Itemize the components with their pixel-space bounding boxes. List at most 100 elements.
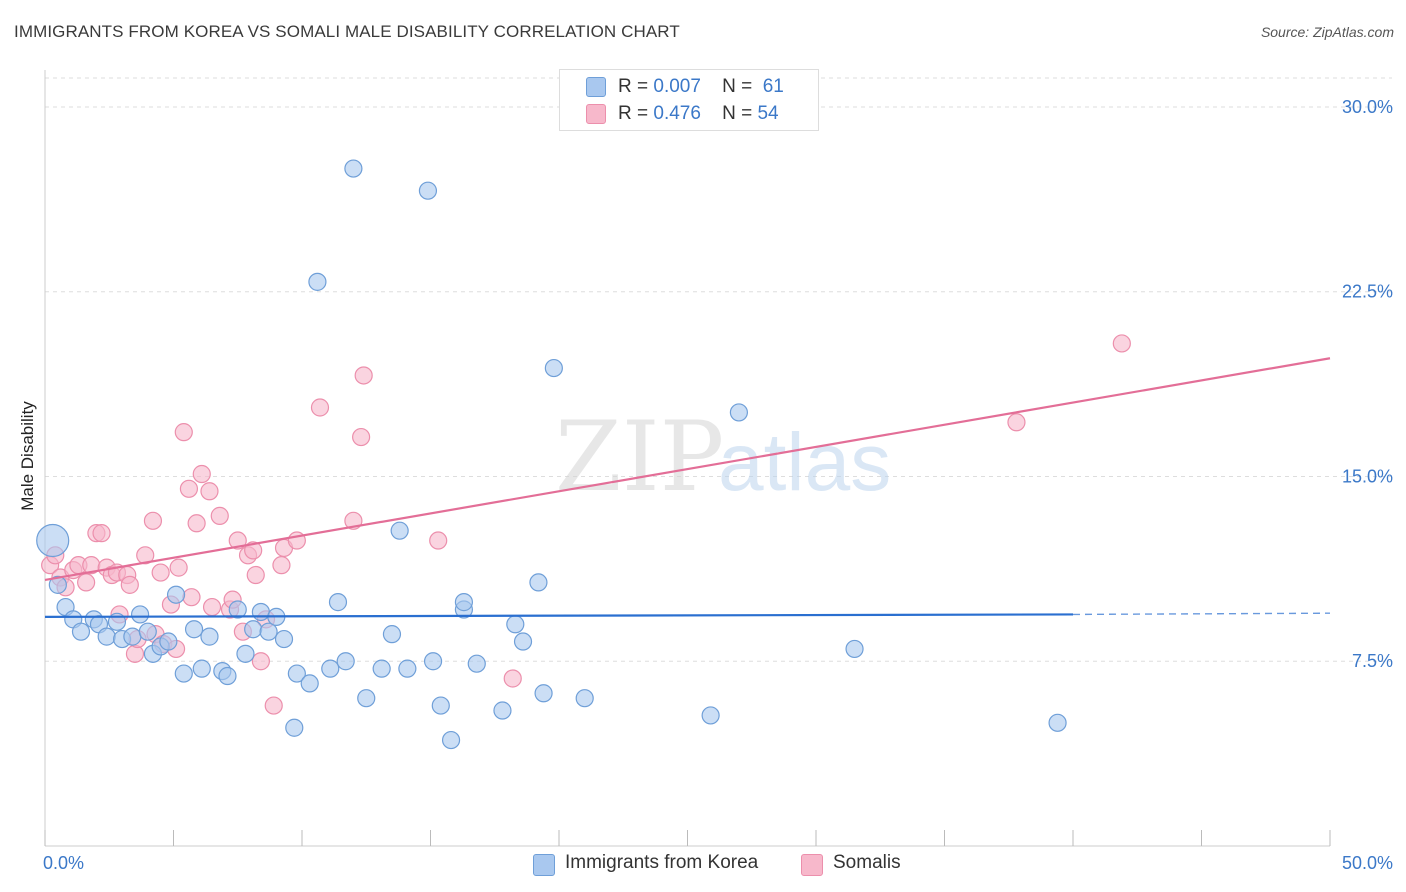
somali-r-label: R = [618, 103, 649, 124]
korea-point [441, 730, 461, 750]
somali-legend-swatch [801, 854, 823, 876]
korea-point [174, 664, 193, 683]
somali-n-value: 54 [757, 103, 779, 124]
somali-point [210, 506, 229, 525]
korea-point [390, 521, 409, 540]
chart-title: IMMIGRANTS FROM KOREA VS SOMALI MALE DIS… [14, 22, 680, 41]
korea-point [701, 706, 720, 725]
somali-point [92, 524, 111, 543]
somali-r-value: 0.476 [653, 103, 701, 124]
axis-layer [44, 70, 1331, 847]
korea-legend-label: Immigrants from Korea [565, 852, 759, 873]
korea-point [184, 620, 204, 639]
korea-point [729, 403, 749, 422]
x-tick-label: 0.0% [43, 853, 84, 873]
korea-point [418, 181, 438, 200]
watermark-atlas: atlas [718, 417, 891, 508]
korea-point [454, 593, 474, 612]
korea-point [200, 627, 219, 646]
korea-point [513, 632, 533, 651]
korea-point [36, 523, 70, 558]
series-legend: Immigrants from Korea Somalis [0, 852, 1406, 878]
korea-point [344, 159, 363, 178]
korea-point [529, 573, 548, 592]
korea-point [244, 620, 263, 639]
tick-labels: 7.5% 15.0% 22.5% 30.0% 0.0% 50.0% [43, 97, 1393, 873]
korea-point [423, 652, 443, 671]
somali-point [1112, 334, 1131, 353]
korea-swatch [586, 77, 606, 97]
korea-point [138, 622, 157, 641]
y-tick-label: 22.5% [1342, 282, 1393, 302]
somali-point [354, 366, 373, 385]
somali-swatch [586, 104, 606, 124]
korea-point [218, 666, 237, 686]
korea-point [123, 627, 142, 646]
korea-point [1048, 713, 1067, 732]
korea-point [130, 605, 150, 624]
korea-point [192, 659, 211, 678]
somali-legend-label: Somalis [833, 852, 901, 873]
somali-point [202, 597, 222, 617]
points-layer [36, 159, 1131, 750]
y-tick-label: 30.0% [1342, 97, 1393, 117]
korea-point [228, 600, 247, 619]
somali-point [169, 558, 188, 577]
korea-point [71, 622, 91, 641]
korea-point [48, 575, 67, 594]
somali-point [151, 563, 170, 582]
x-tick-label: 50.0% [1342, 853, 1393, 873]
korea-point [274, 629, 294, 649]
somali-point [182, 588, 201, 607]
y-tick-label: 15.0% [1342, 466, 1393, 486]
korea-point [166, 585, 186, 604]
korea-point [287, 664, 306, 683]
korea-point [159, 632, 178, 651]
correlation-legend: R = 0.007 N = 61 R = 0.476 N = 54 [559, 69, 819, 131]
korea-point [357, 689, 376, 708]
somali-point [264, 696, 283, 715]
korea-point [382, 625, 402, 644]
somali-n-label: N = [722, 103, 753, 124]
somali-point [246, 565, 265, 585]
korea-r-label: R = [618, 76, 649, 97]
korea-n-label: N = [722, 76, 753, 97]
korea-point [845, 639, 864, 659]
korea-point [575, 689, 594, 708]
somali-point [244, 541, 263, 560]
korea-point [336, 652, 355, 671]
somali-point [200, 482, 219, 501]
y-tick-label: 7.5% [1352, 651, 1393, 671]
korea-point [321, 659, 340, 678]
source-label: Source: ZipAtlas.com [1260, 24, 1394, 40]
somali-point [429, 531, 448, 550]
korea-trend-extension [1072, 612, 1331, 616]
somali-point [174, 423, 193, 442]
korea-point [236, 644, 255, 663]
somali-point [352, 427, 371, 447]
korea-legend-swatch [533, 854, 555, 876]
korea-point [259, 622, 278, 641]
trend-layer [44, 357, 1331, 618]
korea-point [308, 272, 327, 291]
somali-point [503, 669, 522, 688]
korea-point [285, 718, 304, 737]
somali-point [77, 573, 96, 592]
somali-point [136, 546, 155, 565]
somali-point [228, 531, 247, 550]
korea-point [300, 674, 319, 693]
korea-r-value: 0.007 [653, 76, 701, 97]
somali-point [192, 464, 211, 484]
korea-point [251, 602, 270, 622]
korea-point [328, 593, 348, 612]
somali-point [1007, 413, 1026, 432]
watermark-zip: ZIP [555, 401, 724, 513]
somali-point [272, 556, 291, 575]
somali-point [310, 398, 330, 417]
somali-point [125, 644, 145, 663]
korea-point [544, 358, 563, 378]
watermark: ZIP atlas [555, 401, 891, 513]
korea-point [97, 627, 116, 646]
korea-point [431, 696, 450, 715]
